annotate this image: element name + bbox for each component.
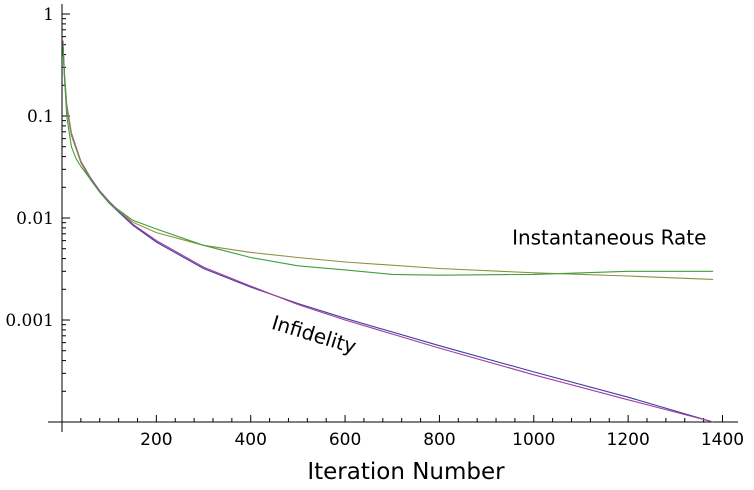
y-tick-label: 0.001 xyxy=(5,311,54,331)
x-axis-title: Iteration Number xyxy=(307,459,505,485)
annotations: Instantaneous Rate Infidelity xyxy=(269,225,706,358)
x-tick-label: 600 xyxy=(329,430,361,450)
annotation-infidelity: Infidelity xyxy=(269,310,359,358)
annotation-instantaneous-rate: Instantaneous Rate xyxy=(512,225,706,249)
x-tick-label: 800 xyxy=(423,430,455,450)
ticks: 200 400 600 800 1000 1200 1400 1 0.1 0.01 0.001 xyxy=(5,5,744,450)
x-tick-label: 400 xyxy=(234,430,266,450)
y-tick-label: 0.1 xyxy=(27,107,54,127)
y-tick-label: 1 xyxy=(43,5,54,25)
y-tick-label: 0.01 xyxy=(16,209,54,229)
series-line-3 xyxy=(62,44,714,280)
x-tick-label: 1000 xyxy=(512,430,555,450)
x-tick-label: 1400 xyxy=(701,430,744,450)
series-line-4 xyxy=(62,44,714,276)
x-tick-label: 200 xyxy=(140,430,172,450)
x-tick-label: 1200 xyxy=(607,430,650,450)
series-group xyxy=(62,40,714,423)
axes xyxy=(48,4,738,432)
